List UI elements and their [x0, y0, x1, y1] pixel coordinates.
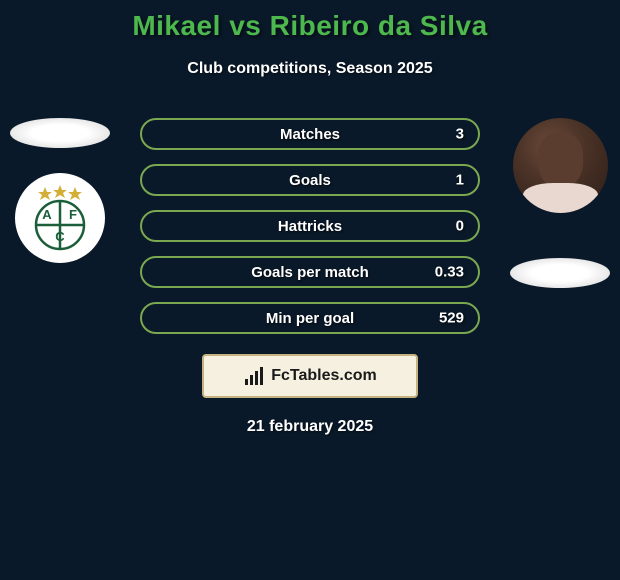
right-player-photo — [513, 118, 608, 213]
stat-value: 1 — [456, 172, 464, 189]
comparison-date: 21 february 2025 — [0, 418, 620, 436]
svg-text:A: A — [42, 207, 52, 222]
right-player-column — [510, 118, 610, 288]
svg-text:F: F — [69, 207, 77, 222]
stat-row-goals: Goals 1 — [140, 164, 480, 196]
left-player-column: A F C — [10, 118, 110, 263]
svg-text:C: C — [55, 229, 65, 244]
comparison-content: A F C Matches 3 Goals 1 Hattricks 0 Goal… — [0, 118, 620, 334]
chart-icon — [243, 365, 265, 387]
watermark-text: FcTables.com — [271, 367, 377, 385]
watermark-box: FcTables.com — [202, 354, 418, 398]
comparison-subtitle: Club competitions, Season 2025 — [0, 60, 620, 78]
stat-label: Min per goal — [266, 310, 354, 327]
stat-value: 3 — [456, 126, 464, 143]
left-player-placeholder — [10, 118, 110, 148]
stat-value: 529 — [439, 310, 464, 327]
left-club-badge: A F C — [15, 173, 105, 263]
right-club-placeholder — [510, 258, 610, 288]
club-logo-icon: A F C — [25, 183, 95, 253]
stat-value: 0.33 — [435, 264, 464, 281]
stat-row-matches: Matches 3 — [140, 118, 480, 150]
stat-value: 0 — [456, 218, 464, 235]
stat-label: Goals per match — [251, 264, 369, 281]
stat-label: Hattricks — [278, 218, 342, 235]
stat-label: Goals — [289, 172, 331, 189]
stats-column: Matches 3 Goals 1 Hattricks 0 Goals per … — [140, 118, 480, 334]
stat-label: Matches — [280, 126, 340, 143]
stat-row-min-per-goal: Min per goal 529 — [140, 302, 480, 334]
stat-row-hattricks: Hattricks 0 — [140, 210, 480, 242]
stat-row-goals-per-match: Goals per match 0.33 — [140, 256, 480, 288]
comparison-title: Mikael vs Ribeiro da Silva — [0, 0, 620, 42]
